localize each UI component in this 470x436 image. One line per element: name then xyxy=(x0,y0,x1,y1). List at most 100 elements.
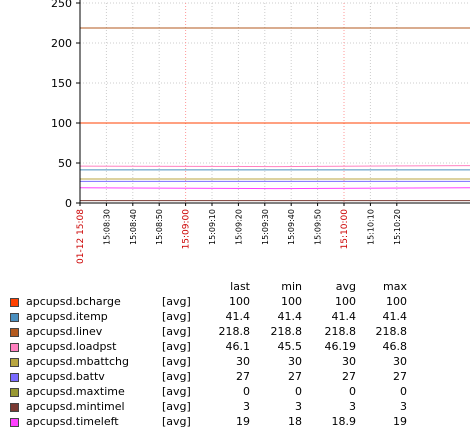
legend-value-min: 41.4 xyxy=(277,310,303,323)
legend-series-name: apcupsd.loadpst xyxy=(26,340,117,353)
legend-row-apcupsd-linev: apcupsd.linev [avg] 218.8 218.8 218.8 218.8 xyxy=(0,325,470,340)
legend-value-avg: 3 xyxy=(349,400,356,413)
legend-value-max: 30 xyxy=(393,355,407,368)
x-tick-label: 15:09:50 xyxy=(314,209,323,245)
x-tick-label: 15:10:00 xyxy=(340,209,350,250)
legend-value-last: 30 xyxy=(236,355,250,368)
y-tick-label: 150 xyxy=(51,77,72,90)
legend-value-avg: 218.8 xyxy=(324,325,357,338)
legend-series-name: apcupsd.timeleft xyxy=(26,415,119,428)
legend-swatch xyxy=(10,313,19,322)
y-tick-label: 50 xyxy=(58,157,72,170)
legend-value-min: 218.8 xyxy=(270,325,303,338)
x-tick-label: 15:08:40 xyxy=(129,209,138,245)
legend-value-max: 27 xyxy=(393,370,407,383)
chart-series xyxy=(79,27,470,204)
legend-value-max: 100 xyxy=(386,295,407,308)
legend-value-min: 27 xyxy=(288,370,302,383)
legend-value-min: 100 xyxy=(281,295,302,308)
legend-swatch xyxy=(10,403,19,412)
legend-series-name: apcupsd.bcharge xyxy=(26,295,121,308)
legend-series-name: apcupsd.battv xyxy=(26,370,105,383)
legend-row-apcupsd-timeleft: apcupsd.timeleft [avg] 19 18 18.9 19 xyxy=(0,415,470,430)
legend-function: [avg] xyxy=(162,310,191,323)
legend-function: [avg] xyxy=(162,415,191,428)
legend-row-apcupsd-loadpst: apcupsd.loadpst [avg] 46.1 45.5 46.19 46.8 xyxy=(0,340,470,355)
legend-swatch xyxy=(10,373,19,382)
legend-series-name: apcupsd.maxtime xyxy=(26,385,125,398)
legend-value-last: 100 xyxy=(229,295,250,308)
legend-value-last: 27 xyxy=(236,370,250,383)
legend-value-last: 41.4 xyxy=(225,310,251,323)
x-tick-label: 01-12 15:08 xyxy=(76,209,86,264)
legend-row-apcupsd-maxtime: apcupsd.maxtime [avg] 0 0 0 0 xyxy=(0,385,470,400)
x-tick-label: 15:08:30 xyxy=(102,209,111,245)
legend-value-avg: 100 xyxy=(335,295,356,308)
chart-axes: 0 50 100 150 200 250 01-12 15:08 15:08:30 15:08:… xyxy=(51,0,470,264)
x-tick-label: 15:09:10 xyxy=(208,209,217,245)
x-tick-label: 15:09:40 xyxy=(287,209,296,245)
legend-row-apcupsd-bcharge: apcupsd.bcharge [avg] 100 100 100 100 xyxy=(0,295,470,310)
legend-swatch xyxy=(10,328,19,337)
y-tick-label: 200 xyxy=(51,37,72,50)
legend-header-avg: avg xyxy=(335,280,356,293)
legend-swatch xyxy=(10,418,19,427)
legend-value-avg: 0 xyxy=(349,385,356,398)
y-tick-label: 250 xyxy=(51,0,72,10)
legend-value-min: 30 xyxy=(288,355,302,368)
legend-value-last: 46.1 xyxy=(225,340,251,353)
legend-function: [avg] xyxy=(162,340,191,353)
legend-row-apcupsd-mintimel: apcupsd.mintimel [avg] 3 3 3 3 xyxy=(0,400,470,415)
legend-value-last: 3 xyxy=(243,400,250,413)
legend-function: [avg] xyxy=(162,385,191,398)
series-line-apcupsd-loadpst xyxy=(79,165,470,168)
legend-value-avg: 41.4 xyxy=(331,310,357,323)
legend-value-avg: 18.9 xyxy=(331,415,357,428)
legend-row-apcupsd-itemp: apcupsd.itemp [avg] 41.4 41.4 41.4 41.4 xyxy=(0,310,470,325)
legend-value-max: 19 xyxy=(393,415,407,428)
x-tick-label: 15:09:00 xyxy=(182,209,192,250)
legend-header-min: min xyxy=(281,280,302,293)
y-tick-label: 100 xyxy=(51,117,72,130)
legend-swatch xyxy=(10,358,19,367)
legend-function: [avg] xyxy=(162,355,191,368)
legend-function: [avg] xyxy=(162,370,191,383)
legend-value-min: 18 xyxy=(288,415,302,428)
x-tick-label: 15:08:50 xyxy=(155,209,164,245)
chart-legend: last min avg max apcupsd.bcharge [avg] 100… xyxy=(0,280,470,430)
legend-function: [avg] xyxy=(162,325,191,338)
legend-value-last: 0 xyxy=(243,385,250,398)
legend-value-last: 218.8 xyxy=(218,325,251,338)
legend-row-apcupsd-mbattchg: apcupsd.mbattchg [avg] 30 30 30 30 xyxy=(0,355,470,370)
y-tick-label: 0 xyxy=(65,197,72,210)
series-line-apcupsd-timeleft xyxy=(79,187,470,190)
legend-value-max: 46.8 xyxy=(382,340,408,353)
legend-swatch xyxy=(10,388,19,397)
chart-grid xyxy=(79,2,470,204)
legend-swatch xyxy=(10,343,19,352)
legend-header-last: last xyxy=(230,280,250,293)
legend-value-last: 19 xyxy=(236,415,250,428)
legend-value-min: 45.5 xyxy=(277,340,303,353)
legend-value-max: 0 xyxy=(400,385,407,398)
legend-value-min: 3 xyxy=(295,400,302,413)
legend-value-avg: 27 xyxy=(342,370,356,383)
legend-swatch xyxy=(10,298,19,307)
legend-value-avg: 30 xyxy=(342,355,356,368)
legend-value-max: 41.4 xyxy=(382,310,408,323)
legend-function: [avg] xyxy=(162,400,191,413)
legend-value-min: 0 xyxy=(295,385,302,398)
x-tick-label: 15:09:20 xyxy=(234,209,243,245)
legend-series-name: apcupsd.mintimel xyxy=(26,400,125,413)
legend-series-name: apcupsd.itemp xyxy=(26,310,108,323)
legend-header-max: max xyxy=(383,280,407,293)
legend-value-avg: 46.19 xyxy=(324,340,357,353)
x-tick-label: 15:10:10 xyxy=(366,209,375,245)
legend-value-max: 218.8 xyxy=(375,325,408,338)
x-tick-label: 15:10:20 xyxy=(393,209,402,245)
x-tick-label: 15:09:30 xyxy=(261,209,270,245)
legend-function: [avg] xyxy=(162,295,191,308)
line-chart: 0 50 100 150 200 250 01-12 15:08 15:08:30 15:08:… xyxy=(51,0,470,264)
legend-series-name: apcupsd.mbattchg xyxy=(26,355,130,368)
legend-row-apcupsd-battv: apcupsd.battv [avg] 27 27 27 27 xyxy=(0,370,470,385)
